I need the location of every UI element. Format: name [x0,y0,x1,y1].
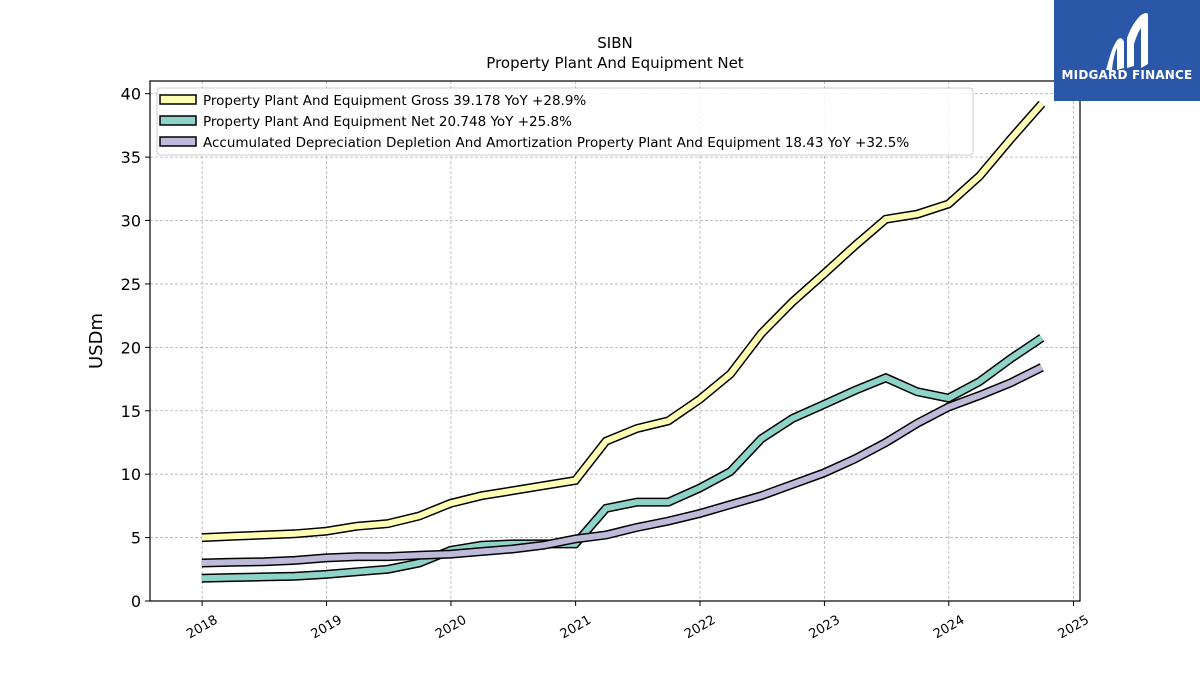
series-1 [201,334,1045,583]
x-tick-label: 2019 [309,613,345,643]
series-line [201,101,1045,541]
series-line-outline [201,100,1046,543]
y-tick-label: 5 [131,529,141,548]
y-tick-label: 0 [131,592,141,611]
series-line [201,335,1044,582]
chart-subtitle: Property Plant And Equipment Net [486,54,743,72]
x-tick-label: 2023 [807,613,843,643]
y-tick-label: 35 [121,148,141,167]
legend-swatch [159,94,197,105]
y-tick-label: 10 [121,465,141,484]
y-axis-label: USDm [86,313,107,369]
series-lines [201,100,1046,583]
brand-logo: MIDGARD FINANCE [1054,0,1200,101]
x-tick-label: 2025 [1056,613,1092,643]
y-tick-label: 20 [121,338,141,357]
legend-entry: Accumulated Depreciation Depletion And A… [203,135,909,151]
series-line-outline [201,334,1045,583]
legend-entry: Property Plant And Equipment Gross 39.17… [203,93,586,109]
x-tick-label: 2024 [931,613,967,643]
x-tick-label: 2020 [433,613,469,643]
legend-entry: Property Plant And Equipment Net 20.748 … [203,114,572,130]
brand-name: MIDGARD FINANCE [1061,68,1193,82]
legend-box [156,87,974,156]
y-tick-label: 30 [121,212,141,231]
legend: Property Plant And Equipment Gross 39.17… [156,87,974,156]
y-tick-label: 40 [121,85,141,104]
chart-title: SIBN [597,34,632,52]
midgard-logo-icon [1106,13,1148,70]
series-2 [201,363,1044,568]
legend-swatch [159,115,197,126]
y-tick-label: 15 [121,402,141,421]
legend-swatch [159,136,197,147]
x-tick-label: 2018 [184,613,220,643]
grid [150,81,1080,602]
x-tick-label: 2022 [682,613,718,643]
series-line [201,364,1044,566]
plot-frame [149,80,1081,602]
series-0 [201,100,1046,543]
x-tick-label: 2021 [558,613,594,643]
y-tick-label: 25 [121,275,141,294]
